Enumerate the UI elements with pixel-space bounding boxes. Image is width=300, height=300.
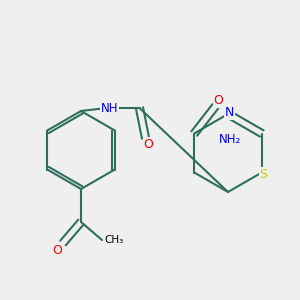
Text: S: S (259, 167, 267, 181)
Text: NH₂: NH₂ (219, 133, 242, 146)
Text: O: O (213, 94, 223, 107)
Text: O: O (144, 137, 153, 151)
Text: NH: NH (101, 101, 118, 115)
Text: O: O (52, 244, 62, 257)
Text: N: N (225, 106, 234, 119)
Text: CH₃: CH₃ (104, 235, 124, 245)
